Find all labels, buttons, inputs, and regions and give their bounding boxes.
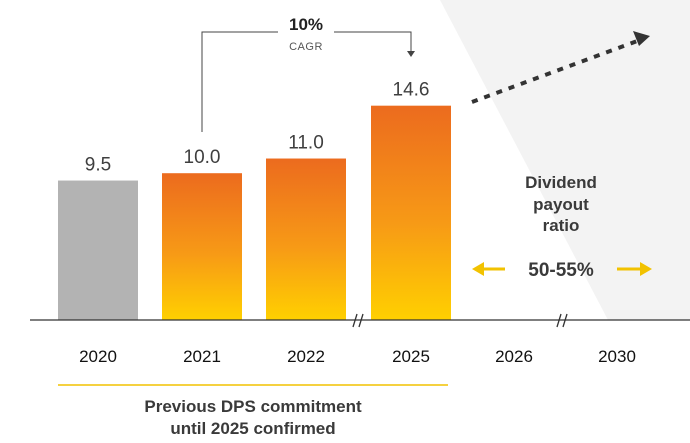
- x-tick-label-2021: 2021: [183, 347, 221, 366]
- axis-break-2: [556, 313, 568, 328]
- trend-arrowhead: [633, 31, 650, 46]
- data-label-2025: 14.6: [393, 80, 430, 101]
- future-panel: [440, 0, 690, 320]
- x-tick-label-2030: 2030: [598, 347, 636, 366]
- x-tick-label-2025: 2025: [392, 347, 430, 366]
- data-label-2021: 10.0: [184, 147, 221, 168]
- bar-2025: [371, 105, 451, 320]
- payout-range: 50-55%: [528, 260, 594, 281]
- trend-arrow: [471, 38, 641, 104]
- bar-2022: [266, 158, 346, 320]
- data-label-2022: 11.0: [288, 133, 324, 154]
- payout-title-line1: Dividend: [525, 173, 597, 192]
- x-tick-label-2026: 2026: [495, 347, 533, 366]
- data-label-2020: 9.5: [85, 155, 111, 176]
- cagr-value: 10%: [289, 15, 323, 34]
- bar-2021: [162, 173, 242, 320]
- payout-left-arrow: [472, 262, 505, 276]
- payout-title-line2: payout: [533, 195, 589, 214]
- cagr-label: CAGR: [289, 41, 323, 53]
- footnote-line1: Previous DPS commitment: [144, 397, 362, 416]
- payout-title-line3: ratio: [543, 216, 580, 235]
- x-tick-label-2022: 2022: [287, 347, 325, 366]
- bar-2020: [58, 180, 138, 320]
- axis-break-1: [352, 313, 364, 328]
- cagr-arrowhead: [407, 51, 415, 57]
- footnote-line2: until 2025 confirmed: [170, 419, 335, 438]
- payout-right-arrow: [617, 262, 652, 276]
- x-tick-label-2020: 2020: [79, 347, 117, 366]
- cagr-bracket: [201, 31, 412, 132]
